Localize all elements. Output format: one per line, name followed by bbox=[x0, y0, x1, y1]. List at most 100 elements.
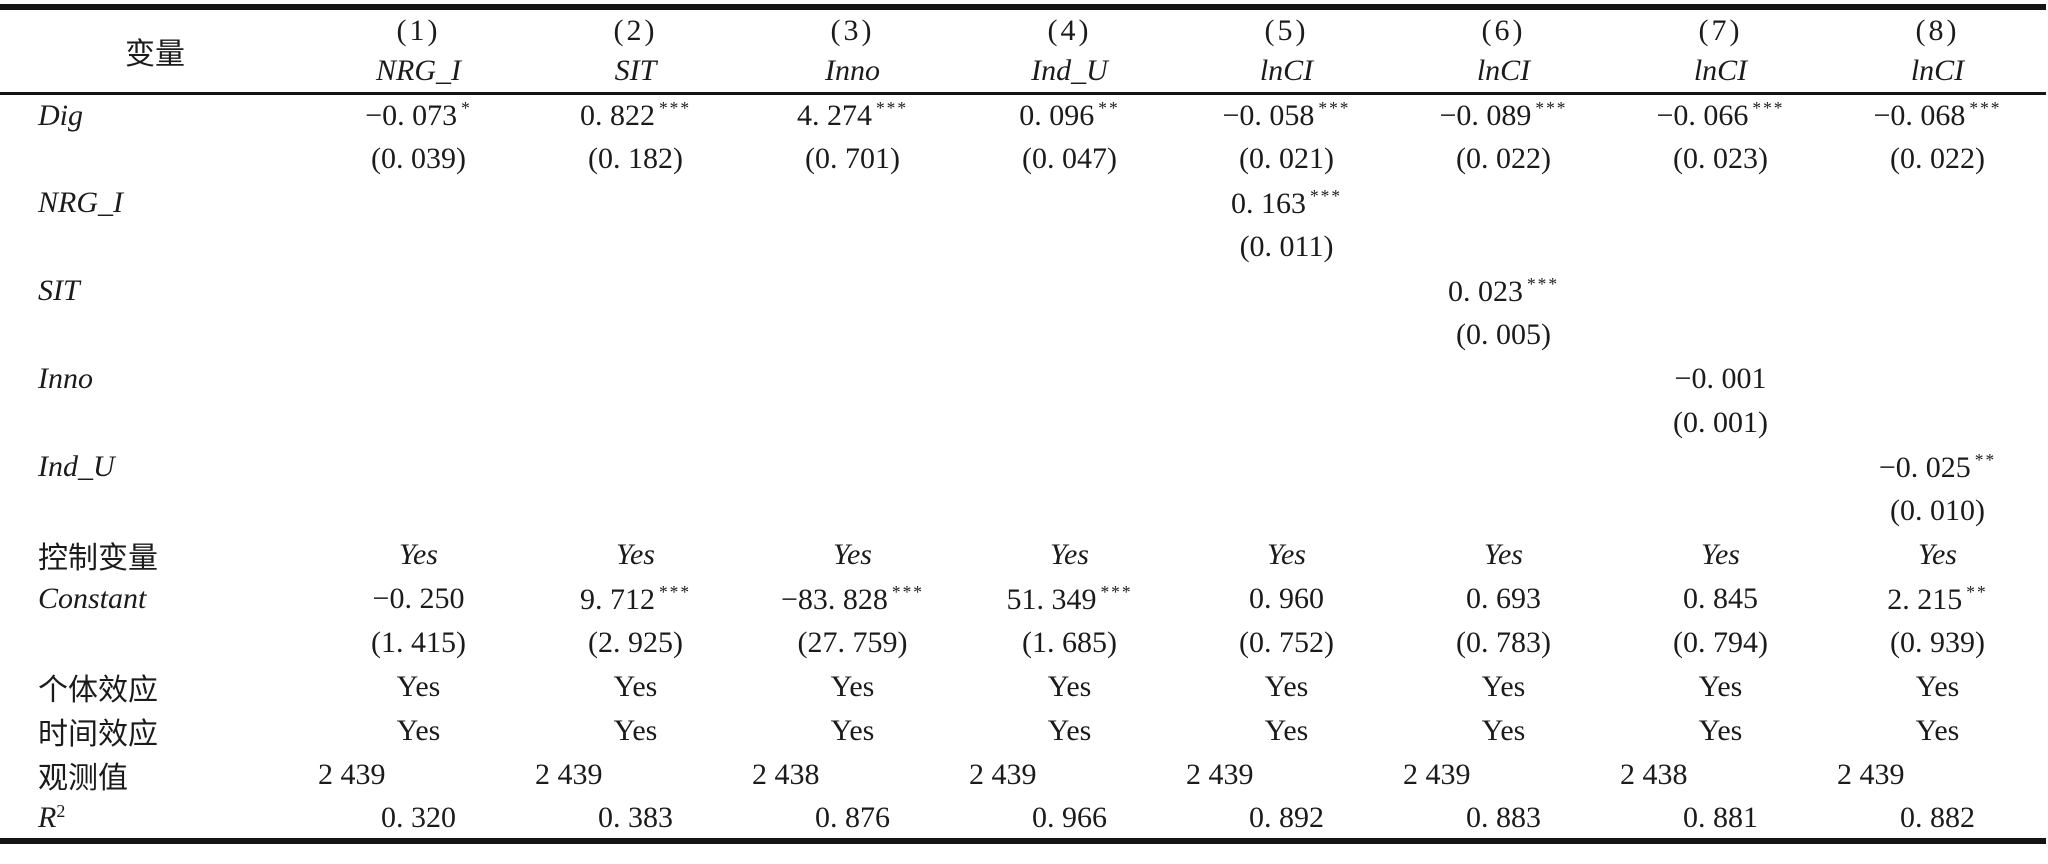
row-label-text: Ind_U bbox=[38, 450, 115, 483]
row-label: 时间效应 bbox=[0, 709, 310, 753]
coefficient-cell bbox=[1178, 269, 1395, 313]
stderr-cell bbox=[527, 489, 744, 533]
row-label-text: Constant bbox=[38, 582, 147, 615]
model-number-header: (2) bbox=[613, 13, 658, 47]
coefficient-cell bbox=[744, 357, 961, 401]
cell-value: (0. 022) bbox=[1890, 142, 1985, 175]
stderr-cell: (0. 939) bbox=[1829, 621, 2046, 665]
dependent-variable-header: lnCI bbox=[1476, 54, 1531, 88]
table-row: (1. 415) (2. 925) (27. 759) (1. 685) (0. 752… bbox=[0, 621, 2046, 665]
cell-value: (0. 794) bbox=[1673, 626, 1768, 659]
coefficient-cell bbox=[961, 181, 1178, 225]
cell-value: Yes bbox=[830, 714, 875, 747]
cell-value: Yes bbox=[399, 538, 438, 571]
statistic-cell: 0. 883 bbox=[1395, 797, 1612, 841]
statistic-cell: 0. 383 bbox=[527, 797, 744, 841]
statistic-cell: 2 439 bbox=[1395, 753, 1612, 797]
coefficient-cell bbox=[527, 445, 744, 489]
flag-cell: Yes bbox=[310, 665, 527, 709]
stderr-cell bbox=[961, 401, 1178, 445]
flag-cell: Yes bbox=[1612, 665, 1829, 709]
significance-stars: ** bbox=[1966, 581, 1988, 602]
row-label-text: Inno bbox=[38, 362, 93, 395]
coefficient-cell: −0. 025 ** bbox=[1829, 445, 2046, 489]
coefficient-cell bbox=[1829, 269, 2046, 313]
cell-value: Yes bbox=[1701, 538, 1740, 571]
stderr-cell bbox=[527, 401, 744, 445]
cell-value: Yes bbox=[830, 670, 875, 703]
stderr-cell: (1. 685) bbox=[961, 621, 1178, 665]
flag-cell: Yes bbox=[1178, 533, 1395, 577]
cell-value: 0. 163 bbox=[1230, 186, 1306, 220]
stderr-cell bbox=[744, 489, 961, 533]
flag-cell: Yes bbox=[1395, 665, 1612, 709]
statistic-cell: 2 439 bbox=[527, 753, 744, 797]
flag-cell: Yes bbox=[1612, 709, 1829, 753]
coefficient-cell: 2. 215 ** bbox=[1829, 577, 2046, 621]
stderr-cell bbox=[1829, 225, 2046, 269]
flag-cell: Yes bbox=[527, 709, 744, 753]
coefficient-cell bbox=[1612, 269, 1829, 313]
stderr-cell bbox=[1612, 489, 1829, 533]
flag-cell: Yes bbox=[1395, 533, 1612, 577]
row-label bbox=[0, 401, 310, 445]
coefficient-cell: 0. 960 bbox=[1178, 577, 1395, 621]
cell-value: 2 438 bbox=[752, 758, 820, 791]
stderr-cell: (0. 023) bbox=[1612, 137, 1829, 181]
row-label-text: Dig bbox=[38, 98, 83, 132]
stderr-cell bbox=[961, 489, 1178, 533]
coefficient-cell: 0. 163 *** bbox=[1178, 181, 1395, 225]
row-label: SIT bbox=[0, 269, 310, 313]
cell-value: Yes bbox=[1047, 714, 1092, 747]
coefficient-cell bbox=[961, 445, 1178, 489]
stderr-cell: (0. 005) bbox=[1395, 313, 1612, 357]
cell-value: (0. 010) bbox=[1890, 494, 1985, 527]
cell-value: Yes bbox=[396, 670, 441, 703]
cell-value: 2 439 bbox=[969, 758, 1037, 791]
table-row: 观测值 2 439 2 439 2 438 2 439 2 439 2 439 2 438 2 … bbox=[0, 753, 2046, 797]
statistic-cell: 0. 881 bbox=[1612, 797, 1829, 841]
cell-value: 0. 023 bbox=[1447, 274, 1523, 308]
stderr-cell bbox=[1829, 313, 2046, 357]
row-label bbox=[0, 225, 310, 269]
stderr-cell: (0. 794) bbox=[1612, 621, 1829, 665]
cell-value: Yes bbox=[396, 714, 441, 747]
cell-value: −0. 058 bbox=[1222, 99, 1315, 133]
row-label: Constant bbox=[0, 577, 310, 621]
cell-value: 0. 845 bbox=[1683, 582, 1758, 615]
table-row: Inno −0. 001 bbox=[0, 357, 2046, 401]
significance-stars: *** bbox=[658, 98, 692, 119]
cell-value: Yes bbox=[1698, 670, 1743, 703]
cell-value: 4. 274 bbox=[796, 99, 872, 133]
cell-value: Yes bbox=[1915, 714, 1960, 747]
model-number-header: (3) bbox=[830, 13, 875, 47]
coefficient-cell bbox=[1612, 445, 1829, 489]
row-label bbox=[0, 137, 310, 181]
dependent-variable-header: Inno bbox=[825, 54, 880, 88]
statistic-cell: 0. 966 bbox=[961, 797, 1178, 841]
row-label-text: 控制变量 bbox=[38, 542, 158, 575]
table-row: 时间效应 Yes Yes Yes Yes Yes Yes Yes Yes bbox=[0, 709, 2046, 753]
statistic-cell: 0. 882 bbox=[1829, 797, 2046, 841]
model-number-header: (6) bbox=[1481, 13, 1526, 47]
table-header: 变量 (1) (2) (3) (4) (5) (6) (7) (8) NRG_I SIT Inno In… bbox=[0, 7, 2046, 93]
significance-stars: ** bbox=[1974, 449, 1997, 470]
row-label-text: SIT bbox=[38, 274, 80, 307]
table-row: (0. 001) bbox=[0, 401, 2046, 445]
coefficient-cell: −0. 089 *** bbox=[1395, 93, 1612, 137]
flag-cell: Yes bbox=[527, 533, 744, 577]
model-number-header: (7) bbox=[1698, 13, 1743, 47]
coefficient-cell bbox=[1395, 181, 1612, 225]
significance-stars: *** bbox=[1526, 273, 1560, 294]
cell-value: Yes bbox=[1267, 538, 1306, 571]
cell-value: 2 438 bbox=[1620, 758, 1688, 791]
cell-value: 51. 349 bbox=[1006, 582, 1097, 616]
dependent-variable-header: NRG_I bbox=[376, 54, 461, 88]
statistic-cell: 2 439 bbox=[1178, 753, 1395, 797]
stderr-cell bbox=[1395, 225, 1612, 269]
stderr-cell bbox=[1612, 313, 1829, 357]
cell-value: Yes bbox=[1050, 538, 1089, 571]
row-label: 观测值 bbox=[0, 753, 310, 797]
coefficient-cell bbox=[310, 445, 527, 489]
stderr-cell: (0. 022) bbox=[1395, 137, 1612, 181]
